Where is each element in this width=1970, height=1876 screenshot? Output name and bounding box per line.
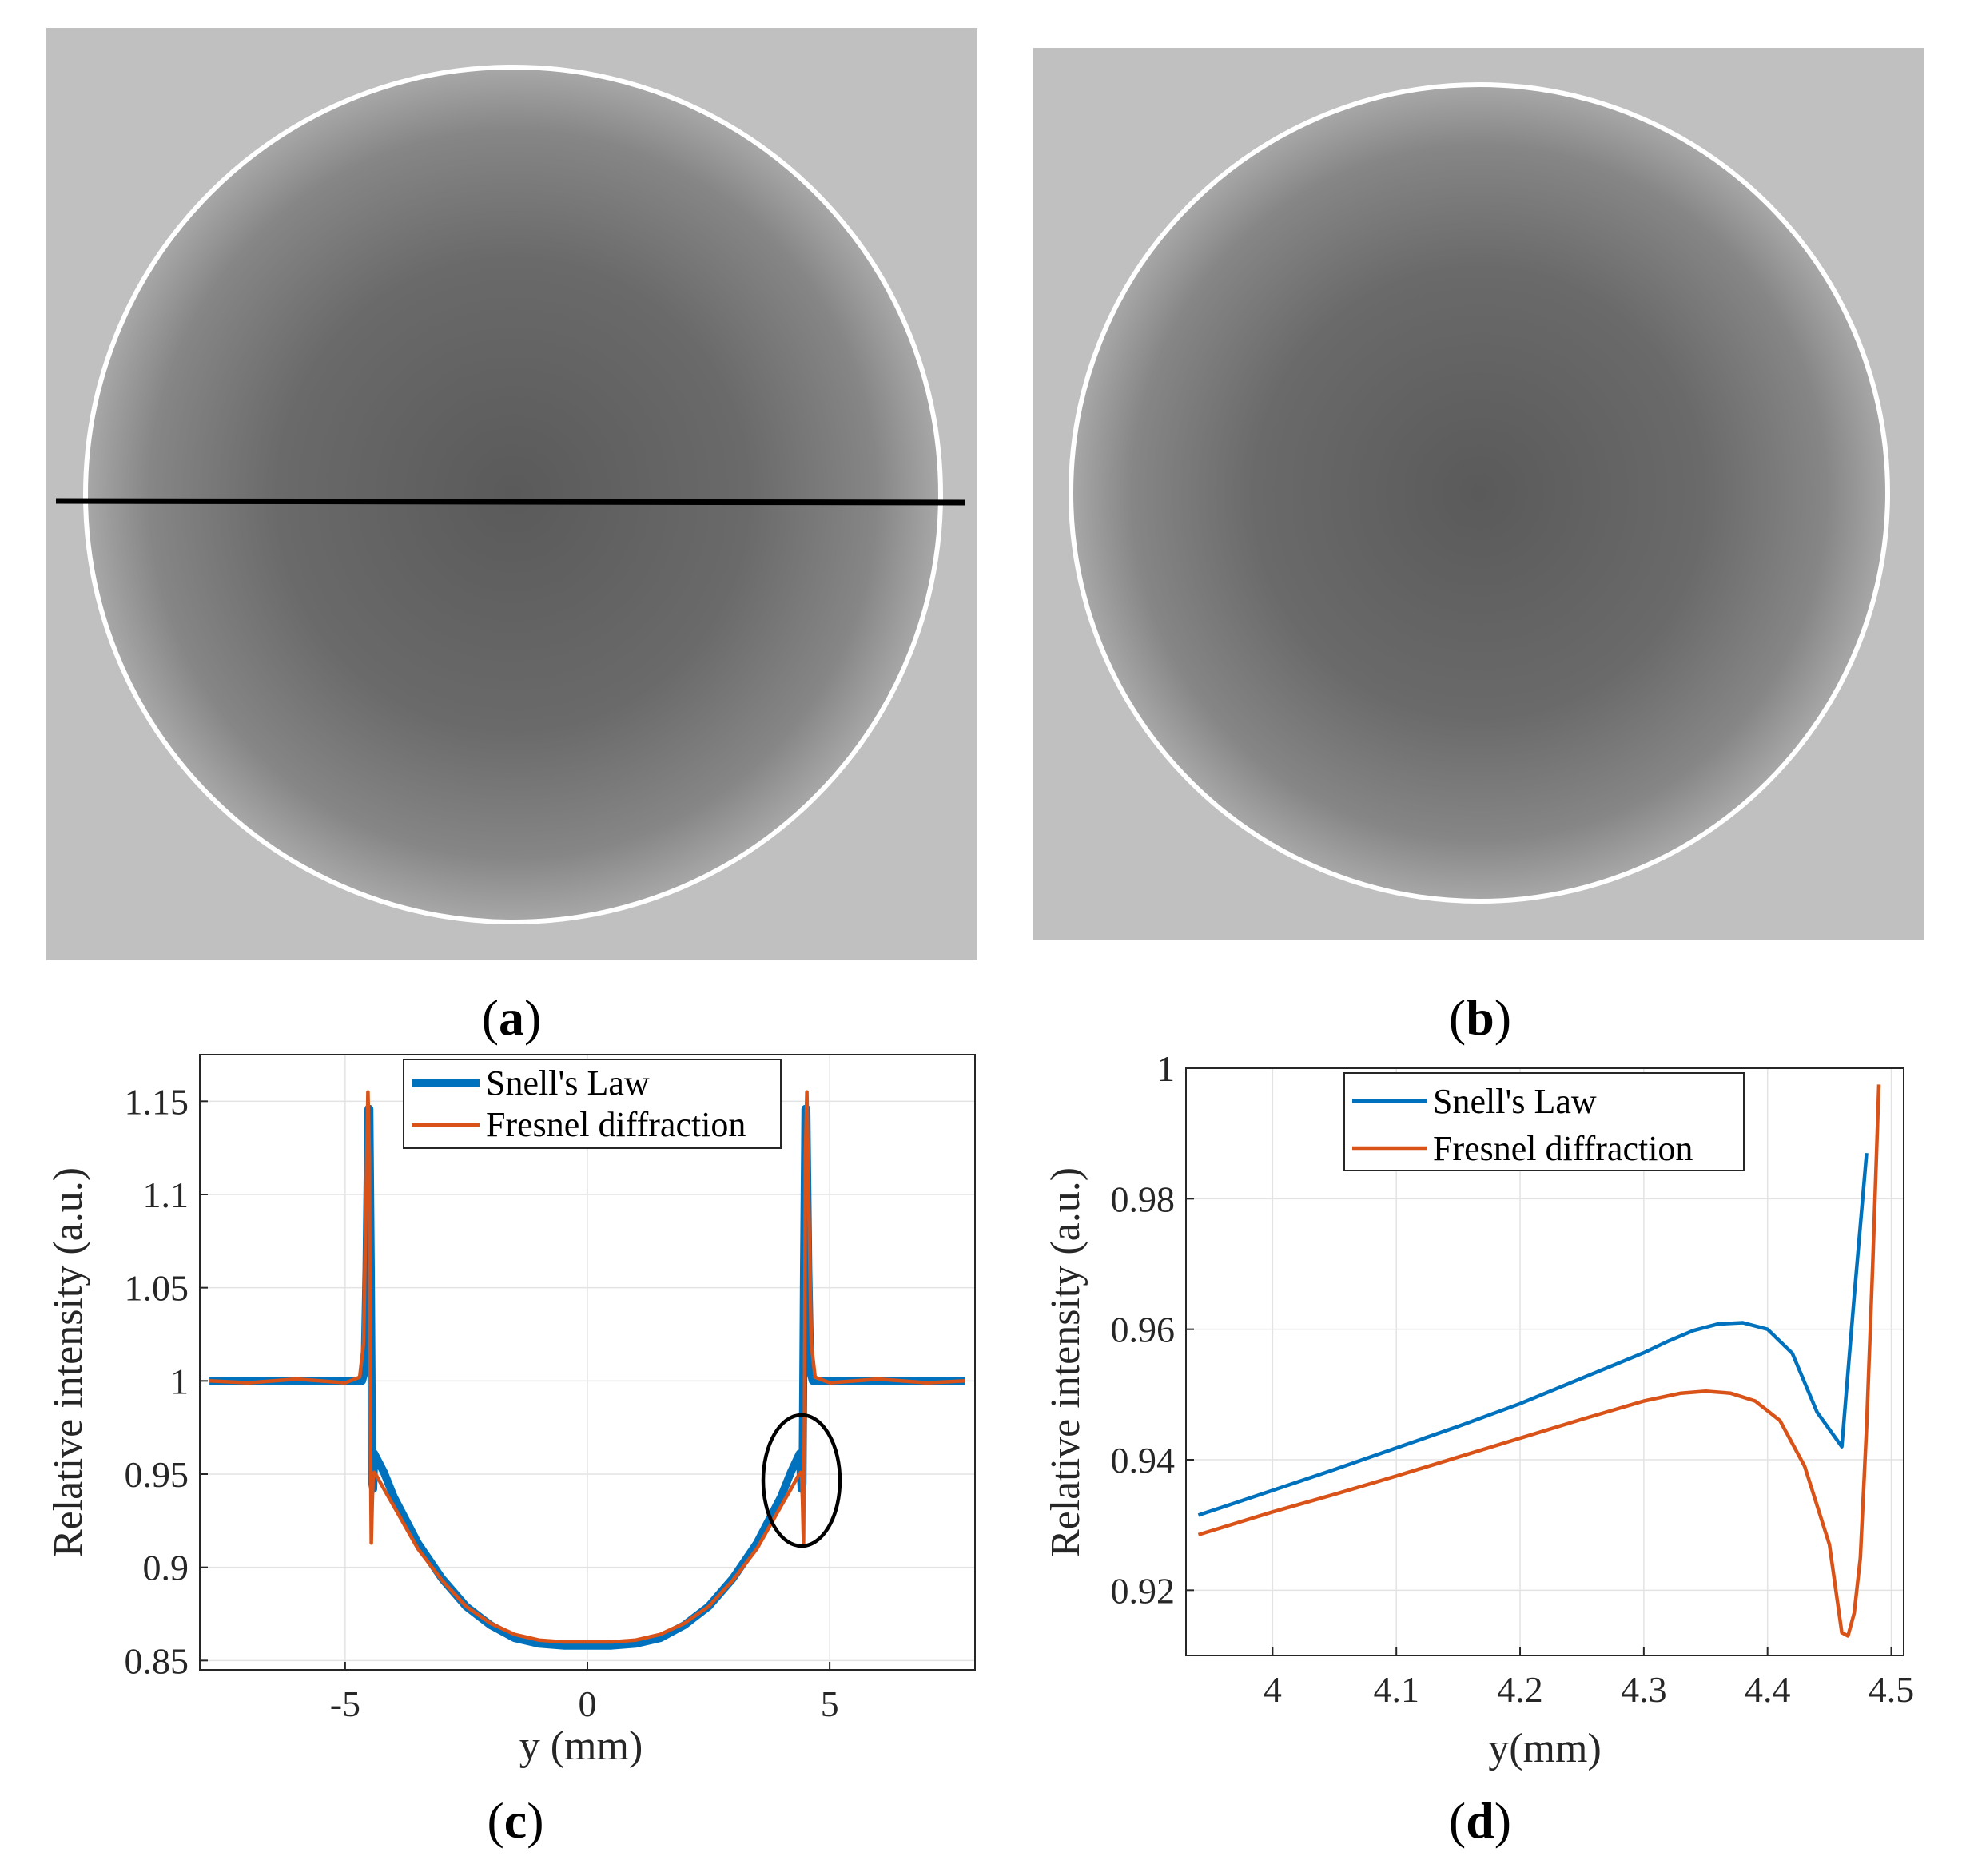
c-ytick-label-1: 0.9	[143, 1548, 189, 1588]
c-ytick-label-0: 0.85	[125, 1640, 189, 1681]
image-a-bright-rim	[83, 65, 943, 924]
d-ytick-label-3: 0.98	[1111, 1178, 1176, 1219]
chart-d-ylabel: Relative intensity (a.u.)	[1043, 1167, 1088, 1557]
image-b-disk	[1071, 85, 1888, 901]
chart-d-series-snells-law	[1197, 1153, 1869, 1517]
d-xtick-label-2: 4.2	[1497, 1669, 1543, 1710]
image-panel-a	[46, 28, 977, 960]
chart-d-axes-box	[1185, 1067, 1904, 1656]
chart-c: -5 0 5 0.85 0.9 0.95 1 1.05 1.1 1.15 Snell's Law …	[46, 1054, 976, 1769]
image-b-bright-rim	[1069, 82, 1890, 904]
chart-d-legend-box	[1343, 1072, 1745, 1171]
chart-d-ticks: 4 4.1 4.2 4.3 4.4 4.5 0.92 0.94 0.96 0.98 1	[1111, 1048, 1915, 1710]
panel-label-c: (c)	[487, 1792, 543, 1849]
panel-label-d: (d)	[1449, 1792, 1511, 1849]
d-ytick-label-0: 0.92	[1111, 1570, 1176, 1611]
chart-d: 4 4.1 4.2 4.3 4.4 4.5 0.92 0.94 0.96 0.98 1 Snell'…	[1043, 1048, 1914, 1771]
image-a-disk	[86, 67, 941, 922]
c-ytick-label-4: 1.05	[125, 1268, 189, 1309]
panel-label-a: (a)	[482, 989, 542, 1046]
image-a-profile-line	[55, 498, 966, 506]
c-xtick-label-2: 5	[821, 1683, 839, 1724]
d-xtick-label-1: 4.1	[1373, 1669, 1419, 1710]
c-ytick-label-6: 1.15	[125, 1081, 189, 1122]
chart-c-legend-label-snell: Snell's Law	[486, 1063, 650, 1103]
chart-c-legend-label-fresnel: Fresnel diffraction	[486, 1105, 746, 1144]
d-xtick-label-4: 4.4	[1745, 1669, 1791, 1710]
chart-d-legend-label-snell: Snell's Law	[1433, 1082, 1597, 1121]
c-xtick-label-0: -5	[330, 1683, 360, 1724]
d-ytick-label-1: 0.94	[1111, 1440, 1176, 1481]
chart-c-ticks: -5 0 5 0.85 0.9 0.95 1 1.05 1.1 1.15	[125, 1081, 839, 1724]
chart-c-xlabel: y (mm)	[519, 1723, 643, 1769]
d-xtick-label-0: 4	[1264, 1669, 1282, 1710]
chart-c-annotation-ellipse	[761, 1413, 842, 1548]
c-ytick-label-2: 0.95	[125, 1454, 189, 1495]
c-ytick-label-3: 1	[170, 1361, 189, 1401]
chart-d-legend-label-fresnel: Fresnel diffraction	[1433, 1129, 1693, 1168]
chart-d-xlabel: y(mm)	[1488, 1726, 1602, 1771]
chart-d-series-fresnel-diffraction	[1197, 1084, 1881, 1638]
d-xtick-label-3: 4.3	[1621, 1669, 1667, 1710]
panel-label-b: (b)	[1449, 989, 1511, 1046]
image-panel-b	[1033, 48, 1924, 940]
d-xtick-label-5: 4.5	[1869, 1669, 1915, 1710]
d-ytick-label-2: 0.96	[1111, 1310, 1176, 1350]
chart-c-series-fresnel-diffraction	[209, 1090, 966, 1644]
chart-c-ylabel: Relative intensity (a.u.)	[46, 1167, 91, 1557]
c-ytick-label-5: 1.1	[143, 1174, 189, 1215]
chart-d-legend: Snell's Law Fresnel diffraction	[1343, 1072, 1745, 1171]
chart-c-legend: Snell's Law Fresnel diffraction	[403, 1059, 782, 1149]
d-ytick-label-4: 1	[1156, 1048, 1175, 1089]
c-xtick-label-1: 0	[579, 1683, 597, 1724]
chart-c-legend-box	[403, 1059, 782, 1149]
